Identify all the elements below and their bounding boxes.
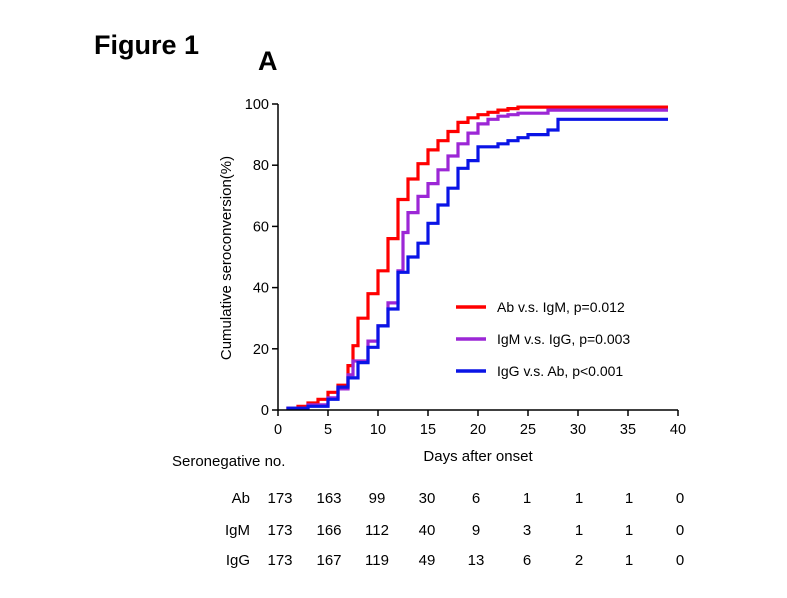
x-tick-label: 15 [420,422,436,438]
series-line-2 [286,117,668,410]
risk-table-cell: 173 [267,552,292,569]
x-tick-label: 5 [324,422,332,438]
axes-layer: 0 20 40 60 80 100 0 5 10 15 20 25 30 35 40 Days after o… [218,97,686,465]
x-tick-label: 25 [520,422,536,438]
series-layer [286,105,668,410]
panel-label: A [258,46,278,76]
risk-table-cell: 99 [369,490,386,507]
risk-table-cell: 9 [472,522,480,539]
risk-table-cell: 0 [676,552,684,569]
risk-table-cell: 30 [419,490,436,507]
risk-table-cell: 119 [365,552,389,569]
legend-label-0: Ab v.s. IgM, p=0.012 [497,299,625,315]
risk-table-cell: 13 [468,552,485,569]
risk-table-cell: 6 [472,490,480,507]
x-tick-label: 40 [670,422,686,438]
x-tick-label: 30 [570,422,586,438]
risk-table-cell: 1 [523,490,531,507]
series-line-1 [286,108,668,410]
y-tick-label: 100 [245,97,269,113]
risk-table-cell: 1 [575,490,583,507]
risk-table-row-label: IgM [225,522,250,539]
risk-table-cell: 0 [676,490,684,507]
legend-label-1: IgM v.s. IgG, p=0.003 [497,331,630,347]
risk-table-cell: 0 [676,522,684,539]
risk-table-cell: 167 [316,552,341,569]
risk-table-cell: 6 [523,552,531,569]
legend-label-2: IgG v.s. Ab, p<0.001 [497,363,623,379]
y-tick-label: 20 [253,342,269,358]
risk-table-cell: 2 [575,552,583,569]
risk-table-row-label: Ab [232,490,250,507]
risk-table-cell: 3 [523,522,531,539]
risk-table-cell: 1 [625,522,633,539]
risk-table-title: Seronegative no. [172,453,285,470]
risk-table-row-label: IgG [226,552,250,569]
x-tick-label: 0 [274,422,282,438]
y-tick-label: 0 [261,403,269,419]
risk-table-cell: 40 [419,522,436,539]
figure-title: Figure 1 [94,30,200,60]
risk-table-cell: 1 [575,522,583,539]
y-tick-label: 40 [253,281,269,297]
risk-table-cell: 112 [365,522,389,539]
x-axis-title: Days after onset [423,448,533,465]
risk-table-cell: 49 [419,552,436,569]
risk-table-cell: 173 [267,522,292,539]
y-tick-label: 60 [253,219,269,235]
y-axis-title: Cumulative seroconversion(%) [218,156,235,360]
legend: Ab v.s. IgM, p=0.012 IgM v.s. IgG, p=0.00… [456,299,630,379]
risk-table-cell: 173 [267,490,292,507]
x-tick-label: 20 [470,422,486,438]
risk-table-cell: 166 [316,522,341,539]
risk-table-cell: 1 [625,490,633,507]
x-tick-label: 10 [370,422,386,438]
y-tick-label: 80 [253,158,269,174]
x-tick-label: 35 [620,422,636,438]
risk-table-cell: 1 [625,552,633,569]
risk-table-cell: 163 [316,490,341,507]
